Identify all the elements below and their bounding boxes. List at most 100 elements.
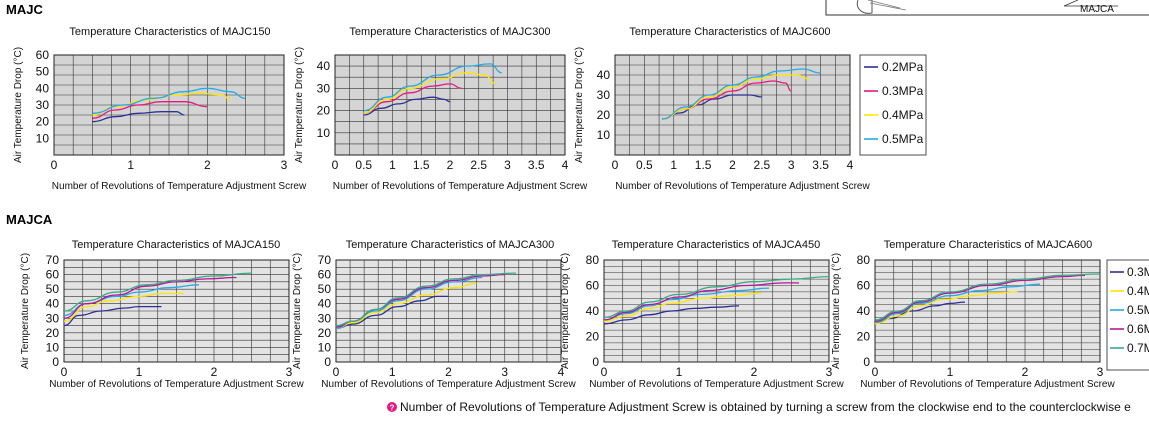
x-axis-label: Number of Revolutions of Temperature Adj…	[52, 181, 307, 192]
series-line-0.4M	[874, 291, 1018, 325]
series-line-0.4MPa	[363, 72, 497, 114]
y-tick-label: 30	[597, 88, 611, 102]
x-tick-label: 2	[751, 365, 758, 379]
series-line-0.6M	[603, 282, 799, 321]
chart-majca150: Temperature Characteristics of MAJCA150 0…	[20, 239, 304, 390]
y-tick-label: 80	[857, 253, 871, 267]
x-tick-label: 1.5	[413, 158, 430, 172]
chart-title: Temperature Characteristics of MAJCA450	[612, 239, 820, 251]
x-tick-label: 1	[676, 365, 683, 379]
y-tick-label: 60	[46, 268, 60, 282]
x-tick-label: 1	[389, 158, 396, 172]
series-line-0.4M	[63, 292, 184, 322]
y-tick-label: 0	[52, 355, 59, 369]
legend-majc: 0.2MPa 0.3MPa 0.4MPa 0.5MPa	[859, 54, 927, 156]
y-tick-label: 50	[46, 282, 60, 296]
x-tick-label: 0	[333, 365, 340, 379]
corner-label: MAJCA	[1080, 4, 1114, 15]
x-tick-label: 2	[445, 365, 452, 379]
legend-entry: 0.4M	[1127, 284, 1149, 298]
y-tick-label: 20	[586, 330, 600, 344]
x-tick-label: 1.5	[695, 158, 712, 172]
y-tick-label: 20	[36, 115, 50, 129]
y-axis-label: Air Temperature Drop (°C)	[292, 253, 303, 369]
series-line-0.5MPa	[661, 68, 821, 120]
x-tick-label: 1	[136, 365, 143, 379]
legend-entry: 0.4MPa	[882, 108, 924, 122]
y-tick-label: 20	[317, 104, 331, 118]
y-axis-label: Air Temperature Drop (°C)	[294, 47, 305, 163]
y-tick-label: 50	[36, 65, 50, 79]
grid	[54, 55, 284, 155]
series-line-0.3M	[603, 305, 740, 325]
chart-title: Temperature Characteristics of MAJC300	[349, 26, 550, 38]
x-tick-label: 3	[1097, 365, 1104, 379]
x-tick-label: 4	[562, 158, 569, 172]
x-tick-label: 3	[286, 365, 293, 379]
chart-title: Temperature Characteristics of MAJCA300	[346, 239, 554, 251]
series-line-0.3MPa	[363, 83, 462, 114]
x-tick-label: 0	[612, 158, 619, 172]
x-tick-label: 3	[281, 158, 288, 172]
x-tick-label: 3.5	[528, 158, 545, 172]
y-tick-label: 10	[46, 340, 60, 354]
series-line-0.7M	[63, 272, 252, 312]
x-tick-label: 2	[211, 365, 218, 379]
x-tick-label: 1	[670, 158, 677, 172]
footnote: ? Number of Revolutions of Temperature A…	[387, 400, 1131, 414]
series-line-0.2MPa	[363, 96, 451, 116]
x-tick-label: 2.5	[470, 158, 487, 172]
y-tick-label: 40	[36, 81, 50, 95]
plot-frame	[53, 54, 285, 156]
series-line-0.4MPa	[661, 74, 809, 120]
x-tick-label: 3	[504, 158, 511, 172]
y-tick-label: 60	[586, 279, 600, 293]
y-tick-label: 0	[324, 355, 331, 369]
series-line-0.2MPa	[661, 94, 762, 120]
x-axis-label: Number of Revolutions of Temperature Adj…	[615, 181, 870, 192]
series-line-0.5M	[874, 283, 1041, 324]
x-axis-label: Number of Revolutions of Temperature Adj…	[860, 379, 1115, 390]
series-line-0.3MPa	[92, 101, 208, 119]
legend-entry: 0.5MPa	[882, 132, 924, 146]
series-line-0.7M	[874, 273, 1101, 321]
x-tick-label: 0	[61, 365, 68, 379]
x-tick-label: 2	[729, 158, 736, 172]
plot-frame	[603, 259, 830, 363]
series-line-0.4M	[335, 282, 477, 330]
chart-title: Temperature Characteristics of MAJC600	[629, 26, 830, 38]
product-drawing: MAJCA	[825, 0, 1149, 16]
chart-title: Temperature Characteristics of MAJCA150	[72, 239, 280, 251]
x-tick-label: 3	[501, 365, 508, 379]
x-axis-label: Number of Revolutions of Temperature Adj…	[49, 379, 304, 390]
y-tick-label: 0	[863, 355, 870, 369]
y-tick-label: 20	[318, 326, 332, 340]
series-line-0.6M	[63, 276, 237, 319]
y-tick-label: 40	[597, 68, 611, 82]
legend-entry: 0.3M	[1127, 265, 1149, 279]
y-tick-label: 60	[36, 48, 50, 62]
y-tick-label: 70	[46, 253, 60, 267]
chart-title: Temperature Characteristics of MAJCA600	[884, 239, 1092, 251]
x-axis-label: Number of Revolutions of Temperature Adj…	[589, 379, 844, 390]
x-tick-label: 0	[872, 365, 879, 379]
legend-entry: 0.5M	[1127, 303, 1149, 317]
x-axis-label: Number of Revolutions of Temperature Adj…	[333, 181, 588, 192]
series-line-0.4M	[603, 292, 762, 322]
x-tick-label: 0	[601, 365, 608, 379]
x-tick-label: 1	[127, 158, 134, 172]
legend-entry: 0.6M	[1127, 322, 1149, 336]
plot-frame	[614, 54, 851, 156]
plot-frame	[874, 259, 1101, 363]
series-line-0.2MPa	[92, 111, 185, 123]
chart-majca300: Temperature Characteristics of MAJCA300 0…	[292, 239, 576, 390]
y-tick-label: 10	[318, 340, 332, 354]
y-tick-label: 70	[318, 253, 332, 267]
y-axis-label: Air Temperature Drop (°C)	[574, 47, 585, 163]
chart-majca450: Temperature Characteristics of MAJCA450 0…	[560, 239, 844, 390]
series-line-0.3M	[63, 305, 162, 327]
x-tick-label: 4	[847, 158, 854, 172]
x-tick-label: 3	[826, 365, 833, 379]
y-axis-label: Air Temperature Drop (°C)	[560, 253, 571, 369]
